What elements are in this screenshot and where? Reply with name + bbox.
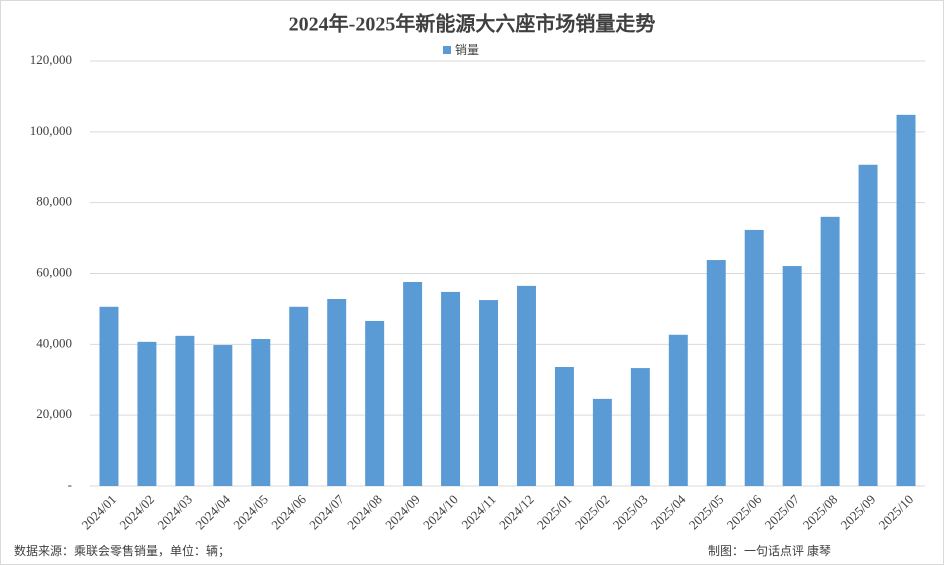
y-tick-label: - — [68, 477, 72, 492]
bar — [516, 285, 536, 486]
legend-swatch — [443, 46, 451, 54]
bar — [441, 291, 461, 486]
bar — [820, 216, 840, 487]
y-tick-label: 20,000 — [36, 406, 72, 421]
bar — [668, 334, 688, 486]
bar — [175, 335, 195, 486]
source-note: 数据来源：乘联会零售销量，单位：辆； — [14, 543, 230, 558]
bar — [365, 320, 385, 486]
bar — [896, 114, 916, 486]
y-tick-label: 60,000 — [36, 264, 72, 279]
credit-note: 制图：一句话点评 康琴 — [708, 543, 831, 558]
bar — [251, 339, 271, 486]
bar — [479, 300, 499, 486]
bar — [289, 306, 309, 486]
bar — [554, 367, 574, 486]
y-tick-label: 80,000 — [36, 194, 72, 209]
chart-title: 2024年-2025年新能源大六座市场销量走势 — [289, 12, 656, 36]
bar — [137, 341, 157, 486]
bar — [630, 368, 650, 486]
bar — [744, 229, 764, 486]
bar — [213, 345, 233, 486]
y-tick-label: 100,000 — [30, 123, 72, 138]
bar — [99, 306, 119, 486]
bar — [782, 266, 802, 486]
bar — [327, 299, 347, 486]
legend-label: 销量 — [455, 43, 479, 57]
bar — [858, 164, 878, 487]
y-tick-label: 40,000 — [36, 335, 72, 350]
bar — [403, 282, 423, 486]
bar — [592, 398, 612, 486]
bar — [706, 260, 726, 486]
y-tick-label: 120,000 — [30, 52, 72, 67]
